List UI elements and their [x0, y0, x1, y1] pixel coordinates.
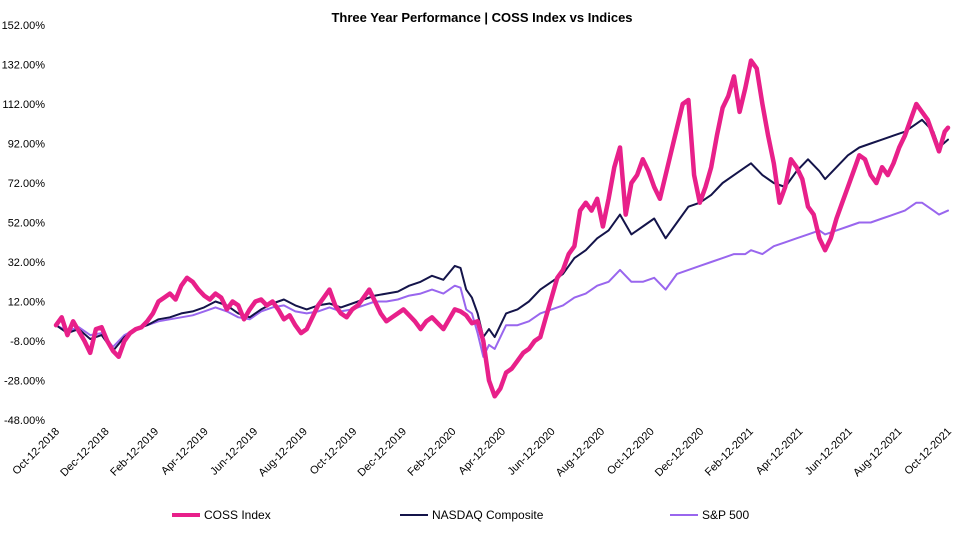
- x-tick-label: Aug-12-2021: [851, 426, 904, 479]
- y-tick-label: 12.00%: [8, 297, 46, 309]
- legend-label-coss-index: COSS Index: [204, 508, 271, 522]
- y-tick-label: 112.00%: [2, 99, 45, 111]
- legend-label-nasdaq: NASDAQ Composite: [432, 508, 544, 522]
- series-line-nasdaq-composite: [55, 118, 949, 352]
- y-tick-label: 92.00%: [8, 139, 46, 151]
- y-tick-label: 52.00%: [8, 218, 46, 230]
- x-tick-label: Aug-12-2019: [256, 426, 309, 479]
- x-tick-label: Oct-12-2021: [902, 426, 954, 478]
- y-tick-label: 32.00%: [8, 257, 46, 269]
- x-tick-label: Dec-12-2019: [356, 426, 409, 479]
- y-tick-label: -8.00%: [10, 336, 45, 348]
- series-line-s-p-500: [55, 201, 949, 358]
- legend-swatch-coss-index: [172, 513, 200, 517]
- x-tick-label: Jun-12-2021: [803, 426, 855, 478]
- x-tick-label: Dec-12-2020: [653, 426, 706, 479]
- legend-label-sp500: S&P 500: [702, 508, 750, 522]
- legend-item-nasdaq: NASDAQ Composite: [400, 508, 543, 522]
- legend-swatch-nasdaq: [400, 514, 428, 516]
- x-tick-label: Jun-12-2020: [506, 426, 558, 478]
- chart-title: Three Year Performance | COSS Index vs I…: [331, 10, 633, 25]
- y-tick-label: -48.00%: [4, 415, 45, 427]
- series-layer: [53, 58, 951, 399]
- x-tick-label: Jun-12-2019: [208, 426, 260, 478]
- x-tick-label: Apr-12-2021: [754, 426, 806, 478]
- x-tick-label: Feb-12-2019: [108, 426, 161, 479]
- y-axis: 152.00% 132.00% 112.00% 92.00% 72.00% 52.00% 3…: [2, 20, 46, 427]
- legend-item-coss-index: COSS Index: [172, 508, 271, 522]
- legend-item-sp500: S&P 500: [670, 508, 749, 522]
- x-tick-label: Oct-12-2019: [308, 426, 360, 478]
- y-tick-label: 72.00%: [8, 178, 46, 190]
- y-tick-label: -28.00%: [4, 376, 45, 388]
- y-tick-label: 132.00%: [2, 60, 46, 72]
- legend: COSS Index NASDAQ Composite S&P 500: [0, 508, 964, 528]
- x-tick-label: Oct-12-2020: [605, 426, 657, 478]
- x-tick-label: Feb-12-2021: [703, 426, 756, 479]
- x-axis: Oct-12-2018Dec-12-2018Feb-12-2019Apr-12-…: [10, 426, 954, 479]
- series-line-coss-index: [53, 58, 951, 399]
- x-tick-label: Aug-12-2020: [554, 426, 607, 479]
- y-tick-label: 152.00%: [2, 20, 46, 32]
- legend-swatch-sp500: [670, 514, 698, 516]
- x-tick-label: Dec-12-2018: [58, 426, 111, 479]
- x-tick-label: Feb-12-2020: [406, 426, 459, 479]
- x-tick-label: Apr-12-2019: [159, 426, 211, 478]
- x-tick-label: Apr-12-2020: [456, 426, 508, 478]
- x-tick-label: Oct-12-2018: [10, 426, 62, 478]
